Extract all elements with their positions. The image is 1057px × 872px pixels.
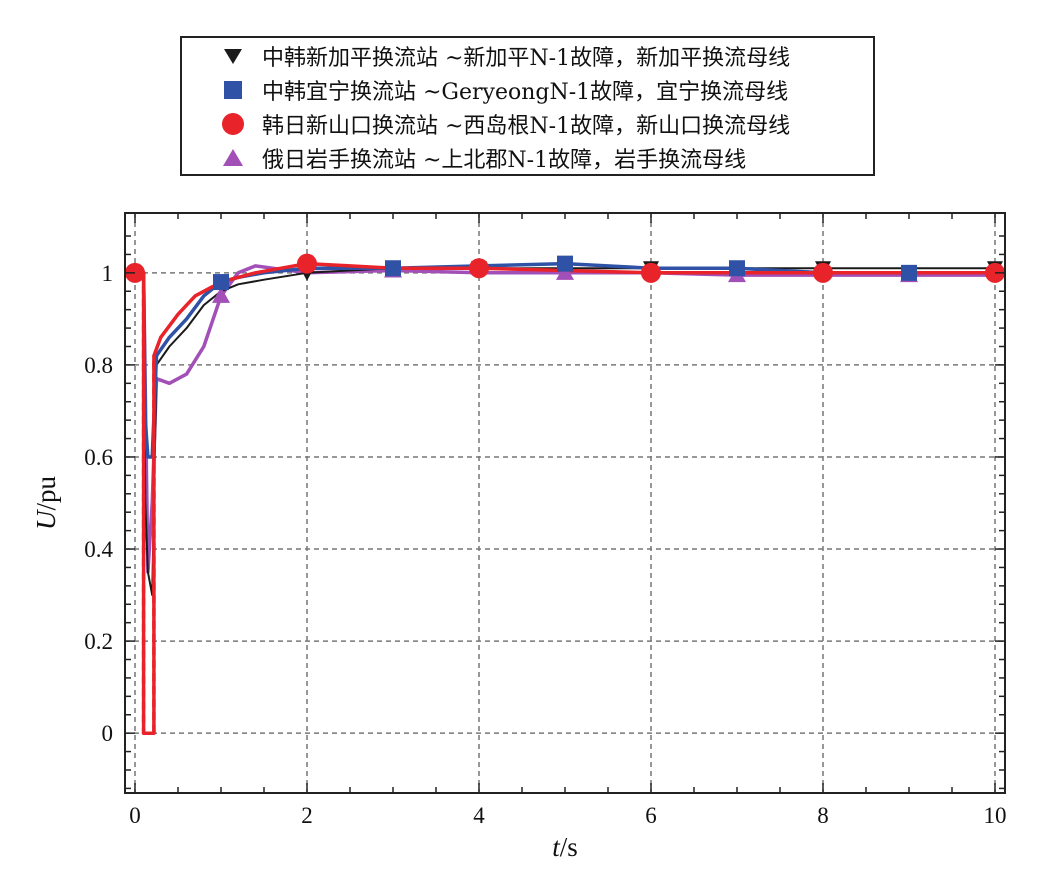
legend-entry-blue: 中韩宜宁换流站 ~GeryeongN-1故障，宜宁换流母线 bbox=[182, 73, 788, 107]
x-tick-label: 6 bbox=[645, 803, 657, 828]
series-lines bbox=[135, 261, 995, 735]
series-line-red bbox=[135, 261, 995, 735]
axis-ticks bbox=[125, 213, 1005, 793]
y-tick-label: 1 bbox=[102, 261, 114, 286]
data-point-red bbox=[813, 262, 833, 283]
data-point-red bbox=[469, 258, 489, 279]
x-tick-label: 8 bbox=[817, 803, 829, 828]
x-tick-label: 10 bbox=[984, 803, 1007, 828]
legend-entry-black: 中韩新加平换流站 ~新加平N-1故障，新加平换流母线 bbox=[182, 39, 790, 73]
legend-label: 韩日新山口换流站 ~西岛根N-1故障，新山口换流母线 bbox=[262, 114, 791, 139]
legend-label: 中韩新加平换流站 ~新加平N-1故障，新加平换流母线 bbox=[262, 46, 791, 71]
data-point-blue bbox=[213, 274, 229, 291]
x-tick-label: 0 bbox=[129, 803, 141, 828]
legend-label: 中韩宜宁换流站 ~GeryeongN-1故障，宜宁换流母线 bbox=[262, 80, 789, 105]
legend-entry-purple: 俄日岩手换流站 ~上北郡N-1故障，岩手换流母线 bbox=[182, 141, 746, 175]
tick-labels: 0 2 4 6 8 10 0 0.2 0.4 0.6 0.8 1 bbox=[84, 261, 1006, 828]
triangle-down-marker-icon bbox=[216, 39, 250, 73]
data-point-purple bbox=[556, 263, 574, 280]
square-marker-icon bbox=[216, 73, 250, 107]
plot-area-frame bbox=[124, 212, 1006, 794]
y-tick-label: 0.4 bbox=[84, 537, 113, 562]
x-axis-title: t/s bbox=[552, 832, 578, 862]
series-markers bbox=[125, 253, 1005, 303]
data-point-red bbox=[641, 262, 661, 283]
triangle-up-marker-icon bbox=[216, 141, 250, 175]
y-tick-label: 0.8 bbox=[84, 353, 113, 378]
data-point-blue bbox=[385, 260, 401, 277]
series-line-blue bbox=[135, 261, 995, 459]
y-tick-label: 0.6 bbox=[84, 445, 113, 470]
y-tick-label: 0 bbox=[102, 721, 114, 746]
data-point-blue bbox=[557, 255, 573, 272]
grid bbox=[125, 213, 1005, 793]
legend-label: 俄日岩手换流站 ~上北郡N-1故障，岩手换流母线 bbox=[262, 148, 747, 173]
series-line-purple bbox=[135, 264, 995, 574]
x-tick-label: 2 bbox=[301, 803, 313, 828]
data-point-blue bbox=[901, 264, 917, 281]
data-point-purple bbox=[212, 286, 230, 303]
legend-entry-red: 韩日新山口换流站 ~西岛根N-1故障，新山口换流母线 bbox=[182, 107, 790, 141]
circle-marker-icon bbox=[216, 107, 250, 141]
y-axis-title: U/pu bbox=[31, 476, 61, 531]
y-tick-label: 0.2 bbox=[84, 629, 113, 654]
x-tick-label: 4 bbox=[473, 803, 485, 828]
series-line-black bbox=[135, 267, 995, 597]
data-point-blue bbox=[729, 260, 745, 277]
chart-legend: 中韩新加平换流站 ~新加平N-1故障，新加平换流母线 中韩宜宁换流站 ~Gery… bbox=[180, 36, 875, 176]
data-point-red bbox=[297, 253, 317, 274]
